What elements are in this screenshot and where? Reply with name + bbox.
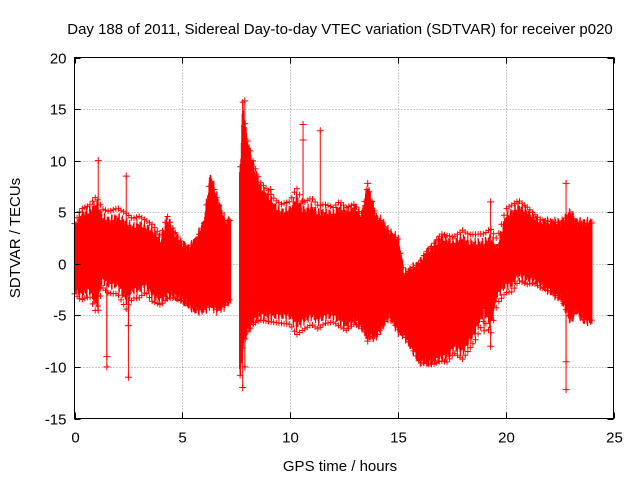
spike-marker <box>316 127 324 135</box>
x-tick-label: 15 <box>390 430 407 447</box>
spike-marker <box>103 363 111 371</box>
plot-frame <box>74 57 614 419</box>
spike-marker <box>299 136 307 144</box>
spike-marker <box>122 172 130 180</box>
spike-marker <box>562 386 570 394</box>
spike-marker <box>562 179 570 187</box>
spike-marker <box>124 373 132 381</box>
y-tick-label: -10 <box>45 360 67 377</box>
y-tick-label: 20 <box>50 51 67 68</box>
x-tick-label: 20 <box>498 430 515 447</box>
y-tick-label: 5 <box>58 205 66 222</box>
spike-marker <box>299 121 307 129</box>
x-tick-label: 0 <box>71 430 79 447</box>
spike-marker <box>364 179 372 187</box>
x-tick-label: 25 <box>606 430 623 447</box>
y-tick-label: 0 <box>58 257 66 274</box>
x-tick-label: 5 <box>178 430 186 447</box>
data-series <box>71 97 595 394</box>
spike-marker <box>94 306 102 314</box>
spike-marker <box>94 157 102 165</box>
spike-marker <box>239 384 247 392</box>
y-axis-label: SDTVAR / TECUs <box>7 178 24 298</box>
spike-marker <box>364 337 372 345</box>
x-tick-label: 10 <box>282 430 299 447</box>
spike-marker <box>124 322 132 330</box>
chart-title: Day 188 of 2011, Sidereal Day-to-day VTE… <box>67 21 613 38</box>
x-axis-label: GPS time / hours <box>283 458 397 475</box>
spike-marker <box>562 358 570 366</box>
spike-marker <box>267 186 275 194</box>
y-tick-label: -5 <box>53 308 66 325</box>
spike-marker <box>480 327 488 335</box>
spike-marker <box>241 97 249 105</box>
spike-marker <box>241 363 249 371</box>
y-tick-label: 10 <box>50 154 67 171</box>
y-tick-label: -15 <box>45 412 67 429</box>
spike-marker <box>487 342 495 350</box>
y-tick-label: 15 <box>50 102 67 119</box>
tick-labels: 0 5 10 15 20 25 -15 -10 -5 0 5 10 15 20 <box>45 51 623 447</box>
data-envelope <box>73 102 593 376</box>
spike-marker <box>487 198 495 206</box>
axis-ticks <box>74 57 615 420</box>
